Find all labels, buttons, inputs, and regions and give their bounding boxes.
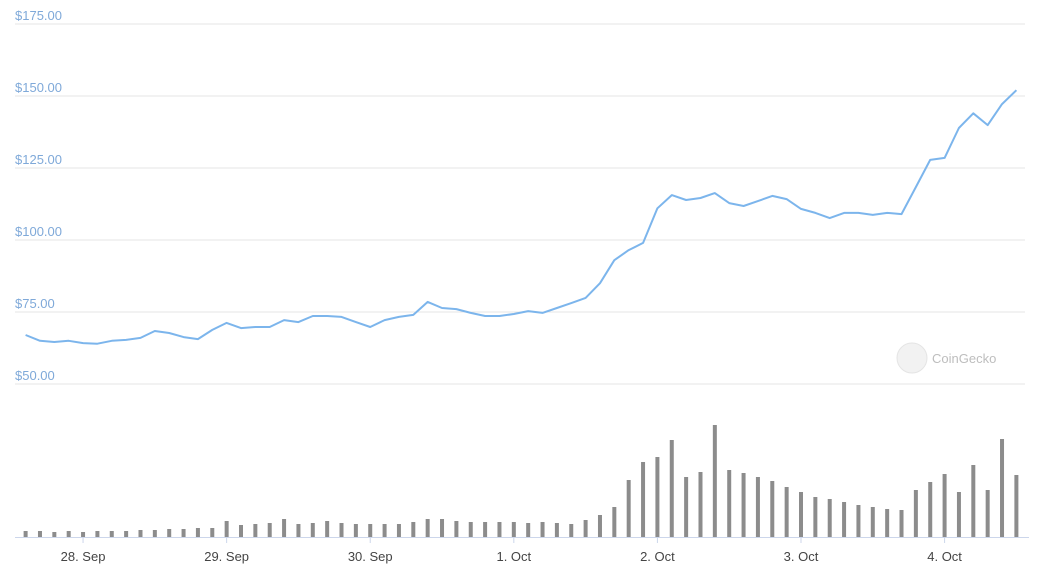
- volume-bar: [899, 510, 904, 537]
- volume-bar: [511, 522, 516, 537]
- volume-bar: [784, 487, 789, 537]
- volume-bar: [669, 440, 674, 537]
- volume-bar: [167, 529, 172, 537]
- volume-bar: [310, 523, 315, 537]
- volume-bar: [597, 515, 602, 537]
- volume-bar: [885, 509, 890, 537]
- volume-bar: [440, 519, 445, 537]
- volume-bar: [325, 521, 330, 537]
- volume-bar: [928, 482, 933, 537]
- volume-bar: [23, 531, 28, 537]
- volume-bar: [1000, 439, 1005, 537]
- volume-bar: [755, 477, 760, 537]
- volume-bar: [95, 531, 100, 537]
- y-tick-label: $150.00: [15, 80, 62, 95]
- volume-bar: [956, 492, 961, 537]
- volume-bar: [741, 473, 746, 537]
- x-tick-label: 1. Oct: [496, 549, 531, 564]
- x-tick-label: 4. Oct: [927, 549, 962, 564]
- volume-bar: [684, 477, 689, 537]
- volume-bar: [712, 425, 717, 537]
- volume-bar: [526, 523, 531, 537]
- volume-bar: [540, 522, 545, 537]
- volume-bar: [813, 497, 818, 537]
- volume-bar: [856, 505, 861, 537]
- volume-bar: [583, 520, 588, 537]
- volume-bar: [267, 523, 272, 537]
- volume-bar: [727, 470, 732, 537]
- volume-bar: [195, 528, 200, 537]
- volume-bar: [483, 522, 488, 537]
- volume-bar: [497, 522, 502, 537]
- volume-bar: [913, 490, 918, 537]
- volume-bar: [569, 524, 574, 537]
- volume-bar: [37, 531, 42, 537]
- volume-bar: [253, 524, 258, 537]
- volume-bar: [612, 507, 617, 537]
- volume-bar: [152, 530, 157, 537]
- x-tick-label: 2. Oct: [640, 549, 675, 564]
- volume-bar: [842, 502, 847, 537]
- volume-bar: [641, 462, 646, 537]
- y-tick-label: $175.00: [15, 8, 62, 23]
- y-tick-label: $100.00: [15, 224, 62, 239]
- volume-bar: [282, 519, 287, 537]
- watermark: CoinGecko: [896, 342, 996, 374]
- volume-bar: [411, 522, 416, 537]
- volume-bar: [210, 528, 215, 537]
- volume-bar: [124, 531, 129, 537]
- watermark-text: CoinGecko: [932, 351, 996, 366]
- volume-bar: [382, 524, 387, 537]
- volume-bar: [138, 530, 143, 537]
- volume-bar: [181, 529, 186, 537]
- volume-bar: [942, 474, 947, 537]
- volume-bar: [425, 519, 430, 537]
- volume-bar: [66, 531, 71, 537]
- volume-bar: [296, 524, 301, 537]
- volume-bar: [971, 465, 976, 537]
- y-tick-label: $125.00: [15, 152, 62, 167]
- y-tick-label: $50.00: [15, 368, 55, 383]
- volume-bar: [799, 492, 803, 537]
- volume-bar: [655, 457, 660, 537]
- volume-bar: [52, 532, 57, 537]
- y-tick-label: $75.00: [15, 296, 55, 311]
- x-tick-label: 30. Sep: [348, 549, 393, 564]
- volume-bar: [81, 532, 86, 537]
- volume-bar: [109, 531, 114, 537]
- watermark-logo: [896, 342, 928, 374]
- x-tick-label: 29. Sep: [204, 549, 249, 564]
- volume-bar: [454, 521, 459, 537]
- volume-bar: [1014, 475, 1019, 537]
- volume-bar: [468, 522, 473, 537]
- volume-bar: [353, 524, 358, 537]
- volume-bar: [554, 523, 559, 537]
- volume-bar: [698, 472, 703, 537]
- volume-bar: [224, 521, 229, 537]
- volume-bar: [368, 524, 373, 537]
- volume-bar: [239, 525, 243, 537]
- volume-bar: [396, 524, 401, 537]
- volume-bar: [827, 499, 832, 537]
- x-tick-label: 3. Oct: [784, 549, 819, 564]
- volume-bar: [770, 481, 775, 537]
- price-line: [25, 89, 1018, 345]
- volume-bar: [870, 507, 875, 537]
- volume-bar: [985, 490, 990, 537]
- volume-bar: [626, 480, 631, 537]
- volume-bar: [339, 523, 344, 537]
- x-tick-label: 28. Sep: [61, 549, 106, 564]
